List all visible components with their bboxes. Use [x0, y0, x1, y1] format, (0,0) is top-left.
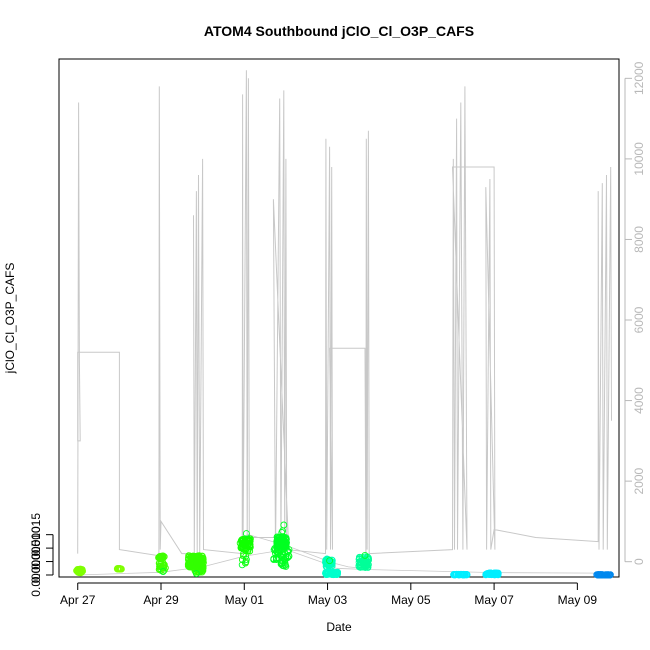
data-point	[322, 569, 330, 577]
data-point	[243, 535, 251, 543]
trend-line-2	[246, 533, 366, 569]
x-tick-label: May 09	[558, 593, 598, 607]
y2-tick-label: 6000	[632, 306, 646, 333]
data-point	[450, 571, 458, 578]
x-tick-label: May 05	[391, 593, 431, 607]
plot-frame	[58, 58, 620, 578]
data-point	[159, 568, 167, 575]
data-point	[242, 530, 250, 538]
data-point	[159, 564, 167, 572]
altitude-line	[77, 70, 612, 557]
data-point	[490, 571, 498, 579]
data-point	[282, 562, 290, 570]
data-point	[364, 563, 372, 571]
data-point	[114, 565, 122, 572]
y-tick-label: 0.00000	[29, 553, 43, 597]
data-point	[325, 570, 332, 578]
y2-tick-label: 12000	[632, 61, 646, 95]
data-point	[273, 545, 281, 553]
y2-tick-label: 8000	[632, 226, 646, 253]
data-point	[242, 555, 250, 563]
data-point	[463, 571, 471, 579]
data-point	[284, 548, 292, 555]
x-tick-label: May 07	[474, 593, 514, 607]
y-tick-label: 0.00005	[29, 540, 43, 584]
data-point	[329, 571, 337, 579]
data-point	[274, 549, 282, 557]
data-point	[192, 570, 200, 578]
y2-tick-label: 10000	[632, 142, 646, 176]
y2-tick-label: 0	[632, 558, 646, 565]
y-tick-label: 0.00010	[29, 526, 43, 570]
data-point	[280, 521, 288, 529]
y-axis-label: jClO_Cl_O3P_CAFS	[3, 263, 17, 375]
data-point	[271, 544, 279, 552]
data-point	[194, 559, 202, 567]
data-point	[596, 571, 604, 579]
data-point	[238, 561, 246, 569]
x-axis-label: Date	[326, 620, 352, 634]
x-tick-label: May 01	[225, 593, 265, 607]
data-point	[75, 567, 83, 575]
data-point	[602, 571, 610, 579]
data-point	[78, 567, 85, 575]
data-point	[77, 568, 85, 576]
y2-axis: 0 2000 4000 6000 8000 10000 12000	[624, 61, 646, 565]
data-point	[279, 557, 287, 565]
data-point	[198, 552, 206, 560]
x-tick-label: May 03	[308, 593, 348, 607]
altitude-series	[77, 70, 612, 557]
y2-tick-label: 4000	[632, 387, 646, 414]
data-point	[73, 567, 81, 575]
data-point	[158, 563, 166, 571]
data-point	[240, 550, 247, 558]
trend-lines	[77, 533, 599, 576]
data-point	[280, 544, 288, 552]
data-point	[240, 545, 248, 553]
data-point	[244, 545, 252, 553]
y-tick-label: 0.00015	[29, 513, 43, 557]
data-point	[277, 559, 285, 567]
data-point	[270, 556, 278, 564]
data-point	[278, 529, 286, 536]
data-point	[326, 557, 334, 565]
x-tick-label: Apr 29	[143, 593, 179, 607]
data-point	[494, 571, 502, 579]
trend-line-1	[77, 549, 599, 576]
data-points	[73, 521, 614, 579]
x-axis: Apr 27 Apr 29 May 01 May 03 May 05 May 07 May …	[60, 582, 598, 607]
data-point	[456, 571, 463, 579]
chart-title: ATOM4 Southbound jClO_Cl_O3P_CAFS	[204, 23, 474, 39]
data-point	[191, 560, 199, 568]
y2-tick-label: 2000	[632, 467, 646, 494]
data-point	[357, 558, 365, 566]
data-point	[333, 569, 341, 577]
data-point	[275, 537, 283, 545]
x-tick-label: Apr 27	[60, 593, 96, 607]
data-point	[361, 551, 369, 559]
data-point	[196, 563, 204, 571]
data-point	[459, 571, 467, 578]
